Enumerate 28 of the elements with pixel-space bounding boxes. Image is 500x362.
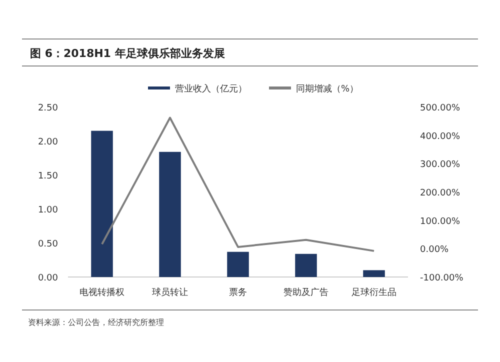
bar [91, 130, 113, 277]
y-tick-label: 0.00 [38, 274, 58, 284]
x-tick-label: 足球衍生品 [352, 287, 396, 298]
text: 资料来源：公司公告，经济研究所整理 [28, 318, 164, 327]
x-tick-label: 球员转让 [152, 287, 188, 298]
y2-tick-label: -100.00% [420, 274, 464, 284]
y2-tick-label: 300.00% [420, 160, 460, 170]
x-tick-label: 电视转播权 [80, 287, 124, 298]
x-tick-label: 赞助及广告 [284, 287, 328, 298]
y-tick-label: 0.50 [38, 240, 58, 250]
y-tick-label: 2.00 [38, 138, 58, 148]
y2-tick-label: 400.00% [420, 132, 460, 142]
y2-tick-label: 0.00% [420, 245, 450, 256]
y2-tick-label: 500.00% [420, 104, 460, 114]
bar [159, 152, 181, 277]
line-series [101, 116, 375, 252]
bar [363, 270, 385, 277]
y-tick-label: 2.50 [38, 104, 58, 114]
legend-label: 同期增减（%） [296, 84, 359, 94]
chart-title: 图 6：2018H1 年足球俱乐部业务发展 [30, 47, 225, 60]
bar [295, 254, 317, 277]
y2-tick-label: 200.00% [420, 188, 460, 198]
x-tick-label: 票务 [229, 287, 247, 298]
y-tick-label: 1.50 [38, 172, 58, 182]
y2-tick-label: 100.00% [420, 216, 460, 227]
y-tick-label: 1.00 [38, 206, 58, 216]
legend-label: 营业收入（亿元） [175, 84, 247, 94]
bar [227, 252, 249, 277]
